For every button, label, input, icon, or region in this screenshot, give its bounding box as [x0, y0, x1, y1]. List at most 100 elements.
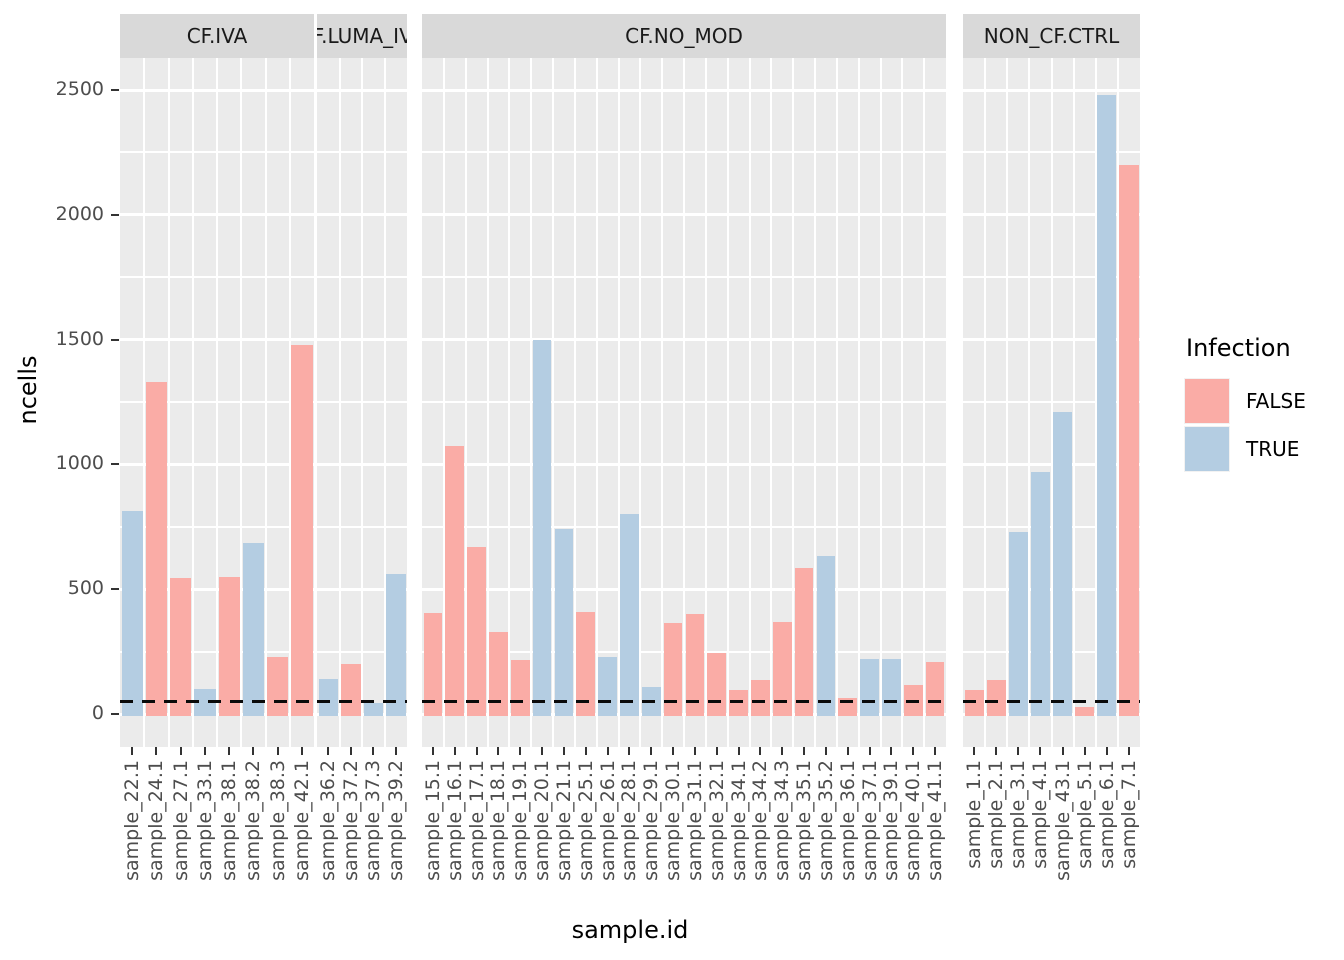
gridline-vertical [1116, 58, 1119, 747]
gridline-vertical [792, 58, 795, 747]
bar-false [510, 660, 530, 716]
bar-true [554, 529, 574, 716]
x-tick-mark [973, 747, 976, 755]
bar-true [882, 659, 901, 716]
x-tick-mark [179, 747, 182, 755]
legend-label: FALSE [1246, 389, 1306, 413]
legend-title: Infection [1186, 334, 1291, 362]
x-tick-label: sample_40.1 [902, 760, 925, 881]
bar-true [318, 679, 338, 716]
x-tick-label: sample_16.1 [443, 760, 466, 881]
facet-panel [963, 58, 1140, 747]
x-tick-mark [693, 747, 696, 755]
x-tick-label: sample_29.1 [640, 760, 663, 881]
gridline-vertical [288, 58, 291, 747]
gridline-vertical [835, 58, 838, 747]
bar-false [218, 576, 240, 716]
x-tick-mark [1105, 747, 1108, 755]
gridline-vertical [814, 58, 816, 747]
x-tick-label: sample_7.1 [1117, 760, 1140, 869]
x-tick-mark [228, 747, 231, 755]
bar-false [1119, 164, 1139, 716]
y-tick-mark [111, 213, 119, 216]
bar-true [598, 656, 617, 716]
y-tick-label: 1500 [55, 327, 104, 350]
gridline-vertical [552, 58, 554, 747]
x-tick-label: sample_26.1 [596, 760, 619, 881]
bar-false [1075, 706, 1095, 716]
x-tick-mark [475, 747, 478, 755]
x-tick-label: sample_25.1 [574, 760, 597, 881]
bar-false [925, 661, 945, 716]
bar-false [170, 577, 192, 716]
x-tick-label: sample_34.3 [771, 760, 794, 881]
bar-true [1008, 531, 1028, 716]
x-tick-label: sample_5.1 [1073, 760, 1096, 869]
gridline-vertical [661, 58, 664, 747]
bar-true [363, 702, 383, 716]
x-tick-label: sample_3.1 [1007, 760, 1030, 869]
bar-true [121, 510, 143, 716]
x-tick-label: sample_38.1 [218, 760, 241, 881]
gridline-vertical [216, 58, 218, 747]
x-tick-mark [541, 747, 544, 755]
x-tick-label: sample_2.1 [985, 760, 1008, 869]
facet-strip: CF.NO_MOD [422, 14, 946, 58]
facet-strip-label: NON_CF.CTRL [983, 24, 1120, 48]
gridline-vertical [1072, 58, 1075, 747]
facet-panel [422, 58, 946, 747]
x-tick-label: sample_24.1 [145, 760, 168, 881]
gridline-vertical [530, 58, 533, 747]
gridline-vertical [1006, 58, 1009, 747]
bar-false [267, 656, 289, 716]
threshold-dashed-line [422, 700, 946, 704]
x-tick-label: sample_39.1 [880, 760, 903, 881]
x-tick-label: sample_28.1 [618, 760, 641, 881]
bar-true [386, 574, 406, 716]
x-tick-mark [203, 747, 206, 755]
x-tick-mark [497, 747, 500, 755]
x-tick-mark [715, 747, 718, 755]
gridline-vertical [143, 58, 146, 747]
bar-true [242, 543, 264, 716]
x-tick-mark [276, 747, 279, 755]
y-tick-mark [111, 463, 119, 466]
facet-strip-label: CF.LUMA_IVA [317, 24, 407, 48]
x-tick-mark [372, 747, 375, 755]
y-tick-mark [111, 89, 119, 91]
bar-false [341, 664, 361, 716]
x-tick-mark [349, 747, 352, 755]
y-axis-title: ncells [14, 355, 42, 425]
facet-strip: CF.IVA [120, 14, 314, 58]
x-tick-label: sample_43.1 [1051, 760, 1074, 881]
threshold-dashed-line [963, 700, 1140, 704]
x-tick-mark [672, 747, 675, 755]
x-tick-label: sample_1.1 [963, 760, 986, 869]
threshold-dashed-line [120, 700, 314, 704]
gridline-vertical [923, 58, 926, 747]
bar-false [794, 567, 814, 716]
facet-strip-label: CF.IVA [186, 24, 248, 48]
gridline-vertical [1050, 58, 1053, 747]
bar-false [685, 614, 705, 716]
x-tick-mark [519, 747, 522, 755]
bar-false [145, 382, 167, 716]
x-tick-label: sample_39.2 [384, 760, 407, 881]
y-tick-label: 0 [91, 702, 104, 724]
x-tick-label: sample_38.3 [266, 760, 289, 881]
x-tick-label: sample_15.1 [421, 760, 444, 881]
gridline-vertical [486, 58, 489, 747]
gridline-vertical [901, 58, 904, 747]
x-tick-label: sample_20.1 [531, 760, 554, 881]
x-tick-mark [394, 747, 397, 755]
x-tick-mark [453, 747, 456, 755]
x-tick-label: sample_21.1 [552, 760, 575, 881]
gridline-vertical [191, 58, 194, 747]
x-tick-mark [1127, 747, 1130, 755]
bar-true [1097, 94, 1117, 716]
x-tick-mark [868, 747, 871, 755]
y-tick-label: 2500 [55, 78, 104, 100]
x-tick-label: sample_33.1 [193, 760, 216, 881]
x-tick-mark [606, 747, 609, 755]
x-tick-mark [1083, 747, 1086, 755]
